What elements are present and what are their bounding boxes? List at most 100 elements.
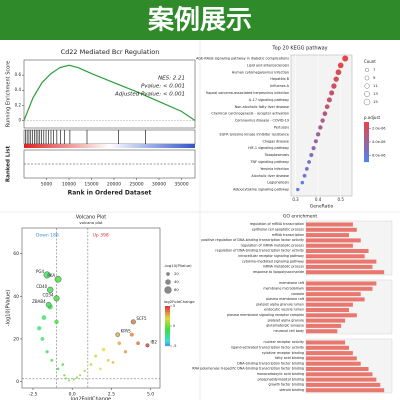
colorbar-cell [165,330,170,333]
x-tick-label: 30000 [152,182,166,188]
colorbar-label: 4.0e-06 [372,140,385,144]
x-tick-label: 0.3 [292,197,299,202]
x-tick-label: 15000 [84,182,98,188]
size-key-label: 15 [373,99,378,104]
bar [306,388,385,393]
plot-frame [23,59,196,129]
x-tick-label: -2.5 [29,392,38,398]
y-tick-label: nuclear receptor activity [264,340,305,344]
size-key [364,75,370,81]
bar [306,233,349,238]
size-key [363,98,371,106]
point-label: KPAS [121,329,132,334]
colorbar-cell [165,322,170,325]
y-tick-label: platelet alpha granule [268,318,304,322]
bar [306,292,361,297]
colorbar-cell [165,314,170,317]
colorbar-cell [165,318,170,321]
y-tick-label: cytokine-mediated signaling pathway [242,259,304,263]
dot [324,104,330,110]
point [61,363,65,366]
bar [306,345,349,350]
colorbar-cell [165,308,170,311]
point [47,286,54,294]
bar [306,238,361,243]
bar [306,308,349,312]
size-key [365,68,369,72]
point [40,337,45,341]
colorbar-cell [165,312,170,315]
colorbar-cell [364,122,369,125]
size-key-label: 7 [373,67,376,72]
plot-frame [21,227,161,389]
colorbar-cell [364,152,369,155]
bar [306,340,346,345]
bar [306,270,385,275]
point [115,332,120,337]
colorbar-cell [364,150,369,153]
y-tick-label: ligand-activated transcription factor ac… [231,345,304,349]
bar [306,329,338,334]
point [83,369,86,373]
y-tick-label: Chemical carcinogenesis - receptor activ… [211,112,289,116]
y-tick-label: steroid binding [279,388,304,392]
y-tick-label: Non-alcoholic fatty liver disease [235,105,289,109]
colorbar-cell [165,336,170,339]
color-legend-title: log2FoldChange [164,299,195,304]
point-label: IB2 [150,339,157,344]
dot [307,160,311,164]
y-tick-label: Yersinia infection [260,167,289,171]
bar [306,356,357,361]
rank-strip [24,144,195,148]
bar [306,351,353,356]
point [45,350,49,354]
barcode-frame [23,129,196,145]
point [37,326,42,331]
colorbar-cell [165,320,170,323]
size-key-label: 13 [373,91,378,96]
colorbar-cell [165,342,170,345]
bar [306,222,353,227]
size-legend-title: Count [364,59,376,64]
bar [306,297,365,302]
colorbar-cell [364,128,369,131]
dot [302,173,307,178]
y-tick-label: 40 [13,294,19,300]
dot [329,90,335,96]
dot [342,55,349,62]
y-tick-label: Influenza A [270,84,290,88]
x-tick-label: 2.5 [108,392,115,398]
y-tick-label: regulation of DNA-binding transcription … [215,249,304,253]
point [41,315,47,320]
y-axis-label: Running Enrichment Score [6,61,12,127]
color-legend-title: p.adjust [364,115,381,120]
dot [331,83,337,89]
annotation: Down 186 [36,233,59,239]
point [123,350,128,354]
size-key-label: 60 [174,287,179,292]
y-tick-label: mRNA metabolic process [263,265,305,269]
x-tick-label: 5.0 [147,392,154,398]
size-key [164,286,172,294]
point [145,343,150,348]
bar [306,323,342,328]
banner [0,0,400,40]
point-label: PG4 [36,269,45,274]
bar [306,302,353,307]
colorbar-cell [364,148,369,151]
bar [306,227,357,232]
y-tick-label: DNA-binding transcription factor binding [237,361,304,365]
y-tick-label: 0 [16,379,19,385]
colorbar-cell [165,316,170,319]
y-tick-label: endocytic vesicle lumen [264,308,304,312]
y-tick-label: HIF-1 signaling pathway [248,146,289,150]
size-key-label: 40 [174,279,179,284]
point [136,341,140,346]
y-tick-label: Adipocytokine signaling pathway [233,188,289,192]
colorbar-cell [364,124,369,127]
dot [326,97,332,103]
point [129,332,134,337]
x-axis-label: GeneRatio [310,204,334,210]
colorbar-cell [165,324,170,327]
